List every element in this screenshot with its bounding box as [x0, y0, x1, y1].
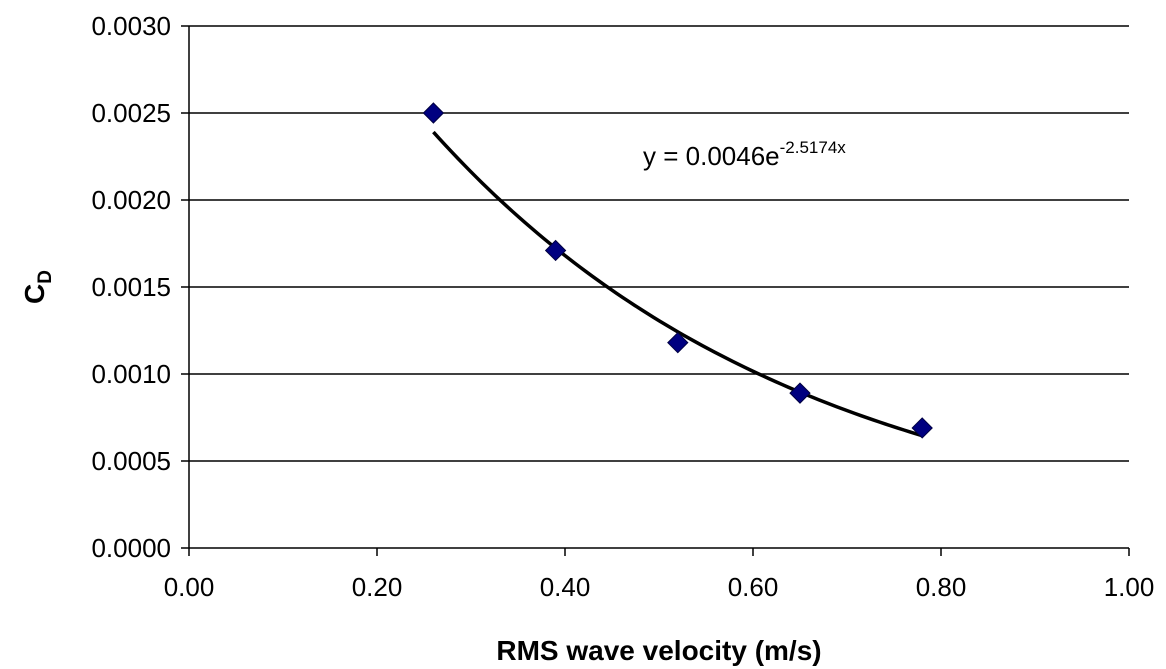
- x-axis-title: RMS wave velocity (m/s): [496, 635, 821, 666]
- axes: [181, 25, 1130, 556]
- equation-base: y = 0.0046e: [643, 141, 780, 171]
- x-tick-label: 0.00: [164, 572, 215, 602]
- data-point: [544, 239, 567, 262]
- y-axis-title-main: C: [19, 284, 50, 304]
- data-points: [422, 102, 933, 439]
- trendline-group: [432, 130, 923, 438]
- y-axis-title: CD: [19, 270, 56, 304]
- gridlines: [189, 25, 1129, 462]
- trendline-equation: y = 0.0046e-2.5174x: [643, 138, 846, 171]
- x-tick-labels: 0.00 0.20 0.40 0.60 0.80 1.00: [164, 572, 1155, 602]
- y-tick-label: 0.0030: [91, 11, 171, 41]
- data-point: [911, 417, 933, 439]
- x-tick-label: 0.60: [728, 572, 779, 602]
- y-tick-label: 0.0025: [91, 98, 171, 128]
- y-tick-labels: 0.0000 0.0005 0.0010 0.0015 0.0020 0.0025 0.00…: [91, 11, 171, 563]
- trendline: [432, 130, 923, 438]
- y-tick-label: 0.0010: [91, 359, 171, 389]
- equation-exponent: -2.5174x: [780, 138, 847, 157]
- x-tick-label: 0.40: [540, 572, 591, 602]
- y-tick-label: 0.0015: [91, 272, 171, 302]
- y-tick-label: 0.0020: [91, 185, 171, 215]
- data-point: [667, 331, 689, 354]
- data-point: [789, 382, 811, 404]
- x-tick-label: 0.20: [352, 572, 403, 602]
- data-point: [422, 102, 445, 124]
- x-tick-label: 0.80: [916, 572, 967, 602]
- y-tick-label: 0.0000: [91, 533, 171, 563]
- y-axis-title-subscript: D: [35, 270, 56, 284]
- x-tick-label: 1.00: [1104, 572, 1155, 602]
- y-tick-label: 0.0005: [91, 446, 171, 476]
